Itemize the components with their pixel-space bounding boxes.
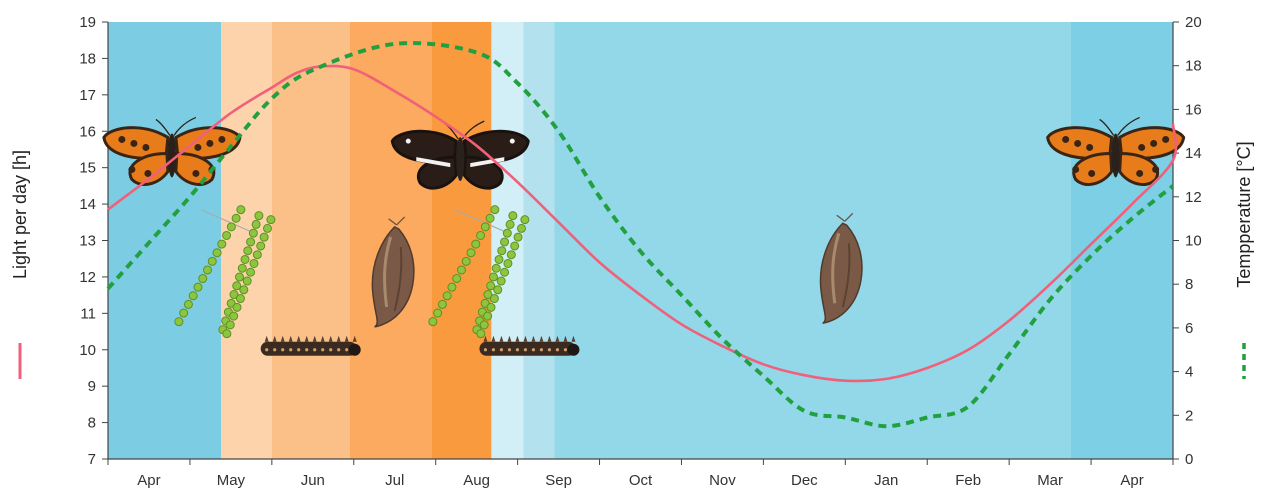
y-right-tick-label: 12 (1185, 189, 1202, 206)
y-left-tick-label: 11 (80, 305, 96, 322)
y-right-tick-label: 16 (1185, 101, 1202, 118)
y-left-tick-label: 17 (79, 87, 96, 104)
season-bands (108, 22, 1173, 459)
butterfly-dark-4 (390, 120, 530, 190)
y-right-tick-label: 18 (1185, 58, 1202, 75)
y-left-tick-label: 13 (79, 233, 96, 250)
series-lines (106, 41, 1178, 429)
caterpillar-2 (260, 335, 361, 356)
eggs-5 (428, 205, 530, 339)
life-cycle-illustrations (102, 116, 1186, 356)
x-tick-label: Feb (955, 472, 981, 489)
x-tick-label: Aug (463, 472, 490, 489)
season-band-0 (108, 22, 222, 459)
y-left-tick-label: 18 (79, 50, 96, 67)
x-tick-label: Dec (791, 472, 818, 489)
axes (102, 21, 1179, 465)
x-tick-label: Mar (1037, 472, 1063, 489)
y-right-tick-label: 10 (1185, 233, 1202, 250)
butterfly-orange-0 (102, 116, 242, 186)
season-band-6 (523, 22, 555, 459)
y-right-tick-label: 4 (1185, 364, 1193, 381)
season-band-2 (271, 22, 350, 459)
x-tick-label: Oct (629, 472, 653, 489)
series-line-light (107, 64, 1178, 383)
pupa-7 (819, 212, 863, 325)
x-tick-label: Jul (385, 472, 404, 489)
legend-marks (18, 343, 1246, 379)
series-line-temperature (106, 41, 1175, 429)
y-right-tick-label: 6 (1185, 320, 1193, 337)
y-axis-right-title: Tempperature [°C] (1234, 141, 1254, 287)
eggs-1 (174, 205, 276, 339)
y-left-tick-label: 14 (79, 196, 96, 213)
x-tick-label: Apr (1120, 472, 1143, 489)
x-tick-label: Apr (137, 472, 160, 489)
x-tick-label: Nov (709, 472, 736, 489)
y-right-tick-label: 20 (1185, 14, 1202, 31)
y-left-tick-label: 15 (79, 160, 96, 177)
y-axis-left-title: Light per day [h] (10, 150, 30, 279)
y-left-tick-label: 12 (79, 269, 96, 286)
y-right-tick-label: 14 (1185, 145, 1202, 162)
season-band-4 (431, 22, 492, 459)
y-right-tick-label: 8 (1185, 276, 1193, 293)
butterfly-orange-8 (1046, 116, 1186, 186)
season-band-8 (1070, 22, 1173, 459)
axis-labels: 7 8 9 10 11 12 13 14 15 16 17 18 19 0 2 4 6 8 10 12 14 16 18 20… (79, 14, 1201, 489)
x-tick-label: Sep (545, 472, 572, 489)
pupa-3 (371, 216, 415, 328)
x-tick-label: Jun (301, 472, 325, 489)
y-left-tick-label: 16 (79, 123, 96, 140)
y-left-tick-label: 10 (79, 342, 96, 359)
y-left-tick-label: 8 (88, 415, 96, 432)
y-left-tick-label: 19 (79, 14, 96, 31)
y-left-tick-label: 9 (88, 378, 96, 395)
y-right-tick-label: 2 (1185, 407, 1193, 424)
x-tick-label: May (217, 472, 246, 489)
x-tick-label: Jan (874, 472, 898, 489)
y-right-tick-label: 0 (1185, 451, 1193, 468)
y-left-tick-label: 7 (88, 451, 96, 468)
caterpillar-6 (479, 335, 580, 356)
